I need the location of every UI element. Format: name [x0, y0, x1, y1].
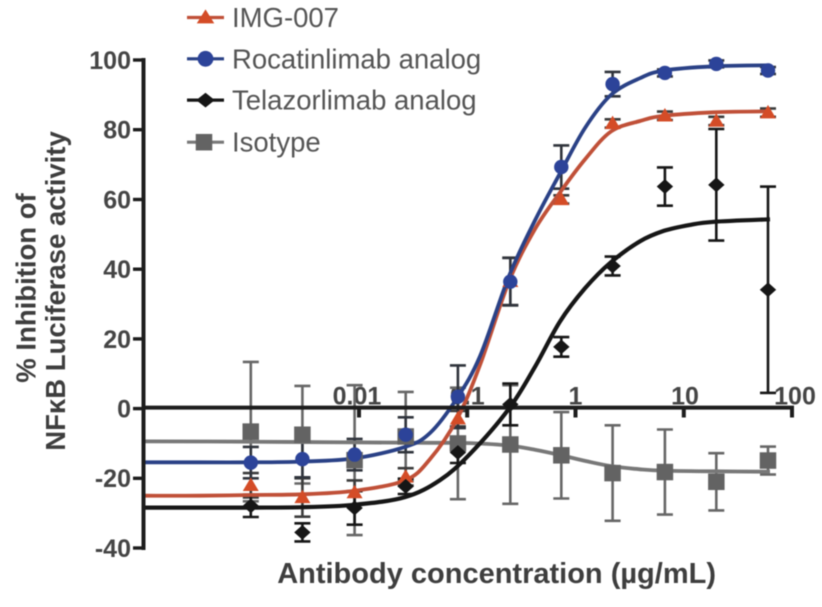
- svg-text:-40: -40: [95, 535, 131, 563]
- svg-text:100: 100: [89, 47, 131, 75]
- svg-text:Isotype: Isotype: [232, 127, 321, 158]
- svg-text:NFκB Luciferase activity: NFκB Luciferase activity: [40, 131, 71, 451]
- svg-text:IMG-007: IMG-007: [232, 2, 339, 33]
- svg-text:Rocatinlimab analog: Rocatinlimab analog: [232, 43, 481, 74]
- svg-text:60: 60: [103, 186, 131, 214]
- svg-text:0: 0: [117, 396, 131, 424]
- svg-text:20: 20: [103, 326, 131, 354]
- svg-text:% Inhibition of: % Inhibition of: [11, 192, 42, 382]
- svg-text:40: 40: [103, 256, 131, 284]
- svg-text:80: 80: [103, 117, 131, 145]
- svg-text:Telazorlimab analog: Telazorlimab analog: [232, 85, 477, 116]
- svg-text:1: 1: [569, 383, 583, 411]
- svg-text:Antibody concentration (µg/mL): Antibody concentration (µg/mL): [277, 558, 716, 590]
- svg-text:-20: -20: [95, 465, 131, 493]
